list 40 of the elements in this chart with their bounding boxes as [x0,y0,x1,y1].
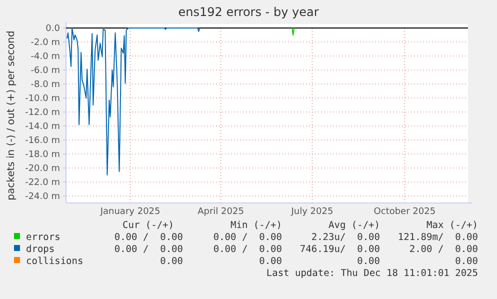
text: Min (-/+) [230,220,282,231]
text: 0.00 [357,256,380,267]
text: 2.00 / 0.00 [409,244,478,255]
y-tick-label: -22.0 m [25,178,60,188]
y-tick-label: -12.0 m [25,108,60,118]
y-tick-label: -2.0 m [30,38,60,48]
x-tick-label: April 2025 [198,207,244,217]
y-tick-label: -10.0 m [25,94,60,104]
y-tick-label: -24.0 m [25,192,60,202]
legend-label: errors [26,232,60,243]
y-axis-title: packets in (-) / out (+) per second [6,30,17,200]
text: 746.19u/ 0.00 [300,244,380,255]
text: Avg (-/+) [328,220,380,231]
y-tick-label: -6.0 m [30,66,60,76]
text: 2.23u/ 0.00 [311,232,380,243]
y-tick-label: -18.0 m [25,150,60,160]
text: Last update: Thu Dec 18 11:01:01 2025 [266,268,478,279]
x-tick-label: October 2025 [374,207,436,217]
text: 0.00 / 0.00 [114,232,184,243]
y-tick-label: 0.0 [46,24,60,34]
text: Max (-/+) [426,220,478,231]
chart-title: ens192 errors - by year [178,5,319,19]
line-series [66,28,200,176]
y-tick-label: -20.0 m [25,164,60,174]
legend-label: drops [26,244,55,255]
text: 0.00 / 0.00 [114,244,184,255]
legend-label: collisions [26,256,84,267]
text: 121.89m/ 0.00 [398,232,478,243]
y-tick-label: -8.0 m [30,80,60,90]
text: 0.00 [259,256,282,267]
y-tick-label: -4.0 m [30,52,60,62]
text: Cur (-/+) [122,220,174,231]
x-tick-label: January 2025 [99,207,160,217]
text: 0.00 / 0.00 [213,244,282,255]
text: 0.00 [160,256,184,267]
text: 0.00 / 0.00 [213,232,282,243]
text: 0.00 [455,256,478,267]
x-tick-label: July 2025 [290,207,334,217]
y-tick-label: -14.0 m [25,122,60,132]
y-tick-label: -16.0 m [25,136,60,146]
